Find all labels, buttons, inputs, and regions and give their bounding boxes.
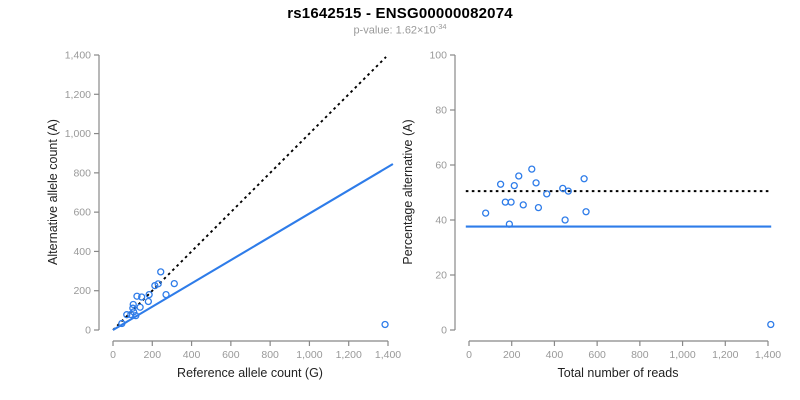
x-tick-label: 1,200: [712, 349, 738, 361]
y-tick-label: 0: [85, 325, 91, 337]
data-point: [145, 290, 153, 299]
y-tick-label: 1,200: [65, 89, 91, 101]
data-point: [532, 179, 540, 187]
x-tick-label: 1,000: [669, 349, 695, 361]
x-tick-label: 1,400: [375, 349, 401, 361]
y-tick-label: 20: [435, 270, 447, 282]
data-point: [133, 292, 141, 300]
data-point: [138, 293, 146, 301]
data-point: [501, 198, 509, 206]
x-tick-label: 600: [222, 349, 240, 361]
pvalue-base: 1.62×10: [395, 24, 436, 37]
data-point: [534, 203, 543, 212]
data-point: [528, 165, 536, 173]
y-tick-label: 200: [73, 285, 91, 297]
y-tick-label: 800: [73, 167, 91, 179]
pvalue-prefix: p-value:: [353, 24, 396, 37]
x-tick-label: 1,400: [755, 349, 781, 361]
y-tick-label: 1,400: [65, 50, 91, 62]
x-tick-label: 600: [588, 349, 606, 361]
data-point: [129, 300, 137, 309]
right-plot: 0 20 40 60 80 100 0 200 400 600 800 1,000 1,200 1,400…: [401, 50, 781, 381]
data-point: [543, 190, 551, 198]
y-tick-label: 600: [73, 207, 91, 219]
data-point: [381, 320, 389, 329]
data-point: [582, 208, 590, 216]
data-point: [580, 175, 588, 183]
y-tick-label: 1,000: [65, 128, 91, 140]
data-point: [515, 172, 523, 180]
x-tick-label: 200: [144, 349, 162, 361]
data-point: [507, 198, 515, 206]
y-tick-label: 400: [73, 246, 91, 258]
data-point: [510, 181, 518, 190]
x-tick-label: 200: [503, 349, 521, 361]
x-tick-label: 800: [631, 349, 649, 361]
data-point: [519, 201, 527, 209]
data-point: [162, 290, 170, 299]
data-point: [561, 216, 569, 224]
pvalue-exponent: -34: [435, 22, 447, 31]
x-tick-label: 400: [183, 349, 201, 361]
data-point: [564, 187, 572, 195]
x-tick-label: 0: [466, 349, 472, 361]
x-tick-label: 800: [261, 349, 279, 361]
y-tick-label: 40: [435, 215, 447, 227]
y-axis-title: Percentage alternative (A): [401, 119, 415, 264]
data-point: [157, 268, 165, 276]
data-point: [129, 308, 138, 316]
data-point: [144, 297, 153, 306]
data-point: [123, 311, 131, 319]
page-title: rs1642515 - ENSG00000082074: [287, 5, 513, 22]
data-point: [136, 303, 144, 311]
x-tick-label: 1,200: [336, 349, 362, 361]
data-point: [154, 280, 162, 288]
x-tick-label: 0: [110, 349, 116, 361]
y-tick-label: 60: [435, 160, 447, 172]
y-tick-label: 80: [435, 105, 447, 117]
data-point: [118, 319, 126, 328]
y-tick-label: 100: [429, 50, 447, 62]
fit-line: [112, 163, 394, 331]
data-point: [559, 184, 567, 193]
y-tick-label: 0: [441, 325, 447, 337]
pvalue-subtitle: p-value: 1.62×10-34: [0, 22, 800, 37]
data-point: [505, 220, 514, 228]
left-plot-points: [118, 268, 389, 329]
x-tick-label: 400: [546, 349, 564, 361]
x-axis-title: Reference allele count (G): [177, 366, 323, 380]
data-point: [129, 304, 137, 312]
data-point: [482, 209, 490, 217]
left-plot: 0 200 400 600 800 1,000 1,200 1,400 0 200 400 600 80…: [46, 50, 401, 381]
identity-line: [112, 56, 387, 331]
data-point: [170, 279, 178, 288]
right-plot-points: [482, 165, 775, 329]
x-tick-label: 1,000: [296, 349, 322, 361]
data-point: [132, 312, 140, 320]
x-axis-title: Total number of reads: [558, 366, 679, 380]
data-point: [496, 180, 505, 188]
y-axis-title: Alternative allele count (A): [46, 119, 60, 265]
data-point: [767, 320, 775, 329]
